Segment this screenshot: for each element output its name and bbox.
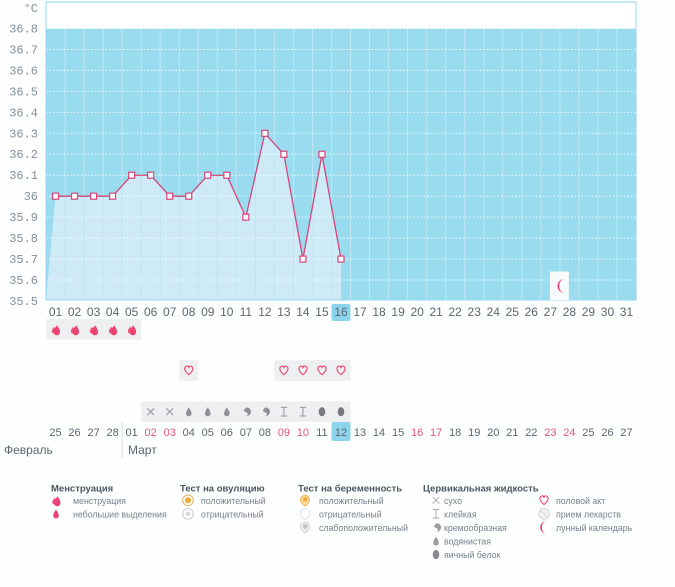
svg-text:яичный белок: яичный белок <box>444 550 500 560</box>
svg-text:35.9: 35.9 <box>9 211 38 225</box>
svg-text:14: 14 <box>373 427 385 439</box>
svg-text:08: 08 <box>182 305 196 319</box>
svg-text:25: 25 <box>506 305 520 319</box>
svg-text:36.3: 36.3 <box>9 127 38 141</box>
svg-text:36.2: 36.2 <box>9 148 38 162</box>
svg-text:Тест на овуляцию: Тест на овуляцию <box>180 484 265 495</box>
svg-text:27: 27 <box>87 427 99 439</box>
svg-text:35.5: 35.5 <box>9 295 38 309</box>
svg-text:15: 15 <box>392 427 404 439</box>
svg-text:26: 26 <box>68 427 80 439</box>
svg-text:положительный: положительный <box>319 496 384 506</box>
svg-text:прием лекарств: прием лекарств <box>556 509 621 519</box>
svg-text:08: 08 <box>259 427 271 439</box>
svg-text:27: 27 <box>620 427 632 439</box>
svg-text:04: 04 <box>183 427 195 439</box>
svg-text:22: 22 <box>525 427 537 439</box>
svg-text:25: 25 <box>582 427 594 439</box>
svg-text:небольшие выделения: небольшие выделения <box>73 509 167 519</box>
svg-text:09: 09 <box>201 305 215 319</box>
svg-text:09: 09 <box>278 427 290 439</box>
svg-text:36.1: 36.1 <box>9 169 38 183</box>
svg-text:05: 05 <box>202 427 214 439</box>
svg-text:положительный: положительный <box>201 496 266 506</box>
svg-text:°C: °C <box>24 2 38 16</box>
svg-text:22: 22 <box>449 305 463 319</box>
svg-text:слабоположительный: слабоположительный <box>319 523 408 533</box>
svg-text:24: 24 <box>563 427 575 439</box>
svg-text:11: 11 <box>316 427 327 439</box>
svg-text:24: 24 <box>487 305 501 319</box>
svg-text:06: 06 <box>144 305 158 319</box>
svg-text:13: 13 <box>354 427 366 439</box>
svg-text:01: 01 <box>49 305 63 319</box>
svg-text:17: 17 <box>430 427 442 439</box>
svg-text:15: 15 <box>315 305 329 319</box>
svg-text:18: 18 <box>449 427 461 439</box>
svg-text:25: 25 <box>49 427 61 439</box>
svg-text:сухо: сухо <box>444 496 462 506</box>
svg-text:10: 10 <box>220 305 234 319</box>
svg-text:Тест на беременность: Тест на беременность <box>298 484 402 495</box>
svg-text:23: 23 <box>468 305 482 319</box>
svg-text:половой акт: половой акт <box>556 496 605 506</box>
svg-text:36.7: 36.7 <box>9 43 38 57</box>
svg-text:07: 07 <box>163 305 177 319</box>
svg-text:менструация: менструация <box>73 496 126 506</box>
svg-text:12: 12 <box>335 427 347 439</box>
svg-text:16: 16 <box>334 305 348 319</box>
svg-text:лунный календарь: лунный календарь <box>556 523 633 533</box>
svg-text:Февраль: Февраль <box>4 443 53 457</box>
svg-text:30: 30 <box>601 305 615 319</box>
svg-text:04: 04 <box>106 305 120 319</box>
svg-text:водянистая: водянистая <box>444 536 491 546</box>
svg-text:Март: Март <box>128 443 157 457</box>
svg-text:27: 27 <box>544 305 558 319</box>
svg-text:36: 36 <box>24 190 38 204</box>
svg-text:06: 06 <box>221 427 233 439</box>
svg-text:26: 26 <box>601 427 613 439</box>
svg-text:18: 18 <box>372 305 386 319</box>
svg-text:12: 12 <box>258 305 272 319</box>
svg-text:35.7: 35.7 <box>9 253 38 267</box>
svg-text:02: 02 <box>68 305 82 319</box>
svg-text:Цервикальная жидкость: Цервикальная жидкость <box>423 484 539 495</box>
svg-text:26: 26 <box>525 305 539 319</box>
svg-text:05: 05 <box>125 305 139 319</box>
svg-text:35.6: 35.6 <box>9 274 38 288</box>
svg-text:16: 16 <box>411 427 423 439</box>
svg-text:36.4: 36.4 <box>9 106 38 120</box>
svg-text:10: 10 <box>297 427 309 439</box>
svg-text:01: 01 <box>126 427 138 439</box>
svg-text:28: 28 <box>563 305 577 319</box>
svg-text:14: 14 <box>296 305 310 319</box>
svg-text:36.8: 36.8 <box>9 23 38 37</box>
svg-text:23: 23 <box>544 427 556 439</box>
svg-text:клейкая: клейкая <box>444 509 477 519</box>
svg-text:20: 20 <box>487 427 499 439</box>
svg-text:20: 20 <box>410 305 424 319</box>
svg-text:13: 13 <box>277 305 291 319</box>
svg-text:21: 21 <box>506 427 518 439</box>
svg-text:28: 28 <box>106 427 118 439</box>
svg-text:отрицательный: отрицательный <box>201 509 264 519</box>
svg-text:11: 11 <box>240 305 253 319</box>
svg-text:17: 17 <box>353 305 367 319</box>
svg-text:21: 21 <box>429 305 443 319</box>
svg-text:19: 19 <box>391 305 405 319</box>
svg-text:35.8: 35.8 <box>9 232 38 246</box>
svg-text:отрицательный: отрицательный <box>319 509 382 519</box>
svg-text:Менструация: Менструация <box>51 484 113 495</box>
svg-text:03: 03 <box>87 305 101 319</box>
svg-text:29: 29 <box>582 305 596 319</box>
svg-text:31: 31 <box>620 305 634 319</box>
svg-text:36.6: 36.6 <box>9 64 38 78</box>
svg-text:07: 07 <box>240 427 252 439</box>
svg-text:03: 03 <box>164 427 176 439</box>
svg-text:кремообразная: кремообразная <box>444 523 507 533</box>
svg-text:36.5: 36.5 <box>9 85 38 99</box>
svg-text:19: 19 <box>468 427 480 439</box>
svg-text:02: 02 <box>145 427 157 439</box>
